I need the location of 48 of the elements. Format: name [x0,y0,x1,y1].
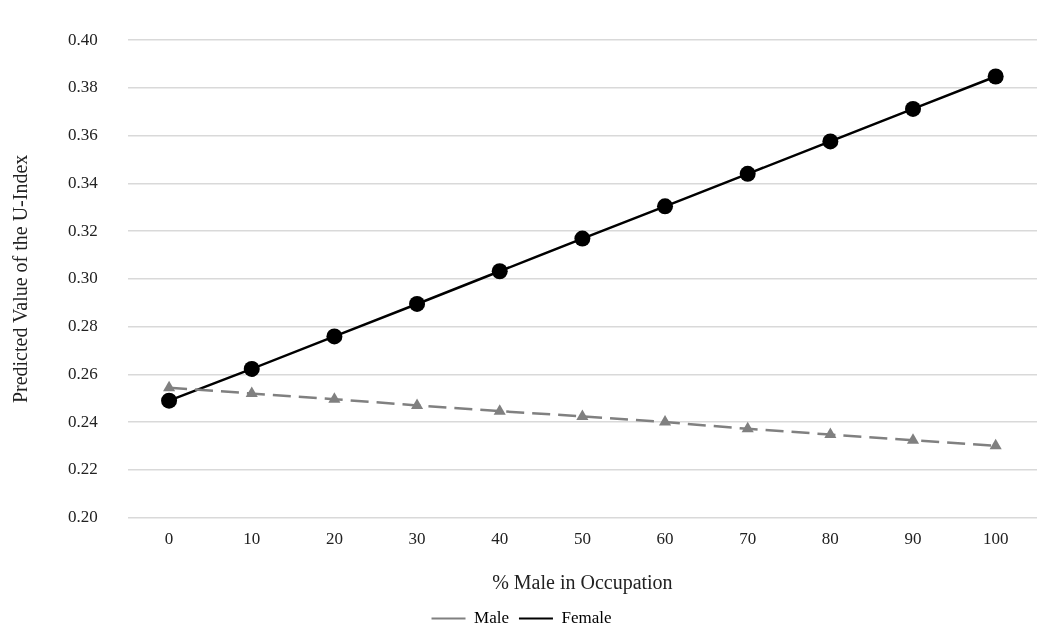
point [409,295,426,312]
x-tick-label: 70 [739,529,757,549]
y-tick-label: 0.24 [68,411,99,431]
point [493,404,506,415]
point [657,198,674,215]
y-tick-label: 0.22 [68,459,98,479]
point [243,360,260,377]
point [161,392,178,409]
x-tick-label: 50 [573,529,591,549]
x-tick-label: 100 [982,529,1009,549]
x-tick-label: 80 [821,529,839,549]
y-tick-label: 0.36 [68,125,98,145]
point [576,409,589,420]
point [163,380,176,392]
point [741,421,754,433]
x-tick-label: 0 [164,529,174,549]
legend-label: Male [474,607,509,627]
x-tick-label: 20 [325,529,343,549]
y-tick-label: 0.28 [68,316,98,336]
point [906,433,920,444]
y-tick-label: 0.20 [68,507,98,527]
y-axis-title: Predicted Value of the U-Index [9,154,32,404]
y-tick-label: 0.40 [68,29,98,49]
point [989,438,1002,450]
point [491,263,508,280]
x-tick-label: 10 [243,529,261,549]
legend-label: Female [561,607,612,627]
x-tick-label: 90 [904,529,922,549]
point [739,165,756,182]
y-tick-label: 0.32 [68,220,98,240]
point [574,230,591,247]
point [326,328,343,345]
x-axis-title: % Male in Occupation [492,571,673,595]
point [822,133,839,150]
point [411,398,424,409]
y-tick-label: 0.26 [68,363,98,383]
point [658,415,672,426]
y-tick-label: 0.30 [68,268,98,288]
x-tick-label: 30 [408,529,426,549]
x-tick-label: 60 [656,529,674,549]
point [245,386,258,397]
point [987,68,1004,85]
y-tick-label: 0.34 [68,172,99,192]
point [824,427,837,439]
x-tick-label: 40 [491,529,509,549]
point [328,392,341,403]
y-tick-label: 0.38 [68,77,98,97]
point [905,100,922,117]
